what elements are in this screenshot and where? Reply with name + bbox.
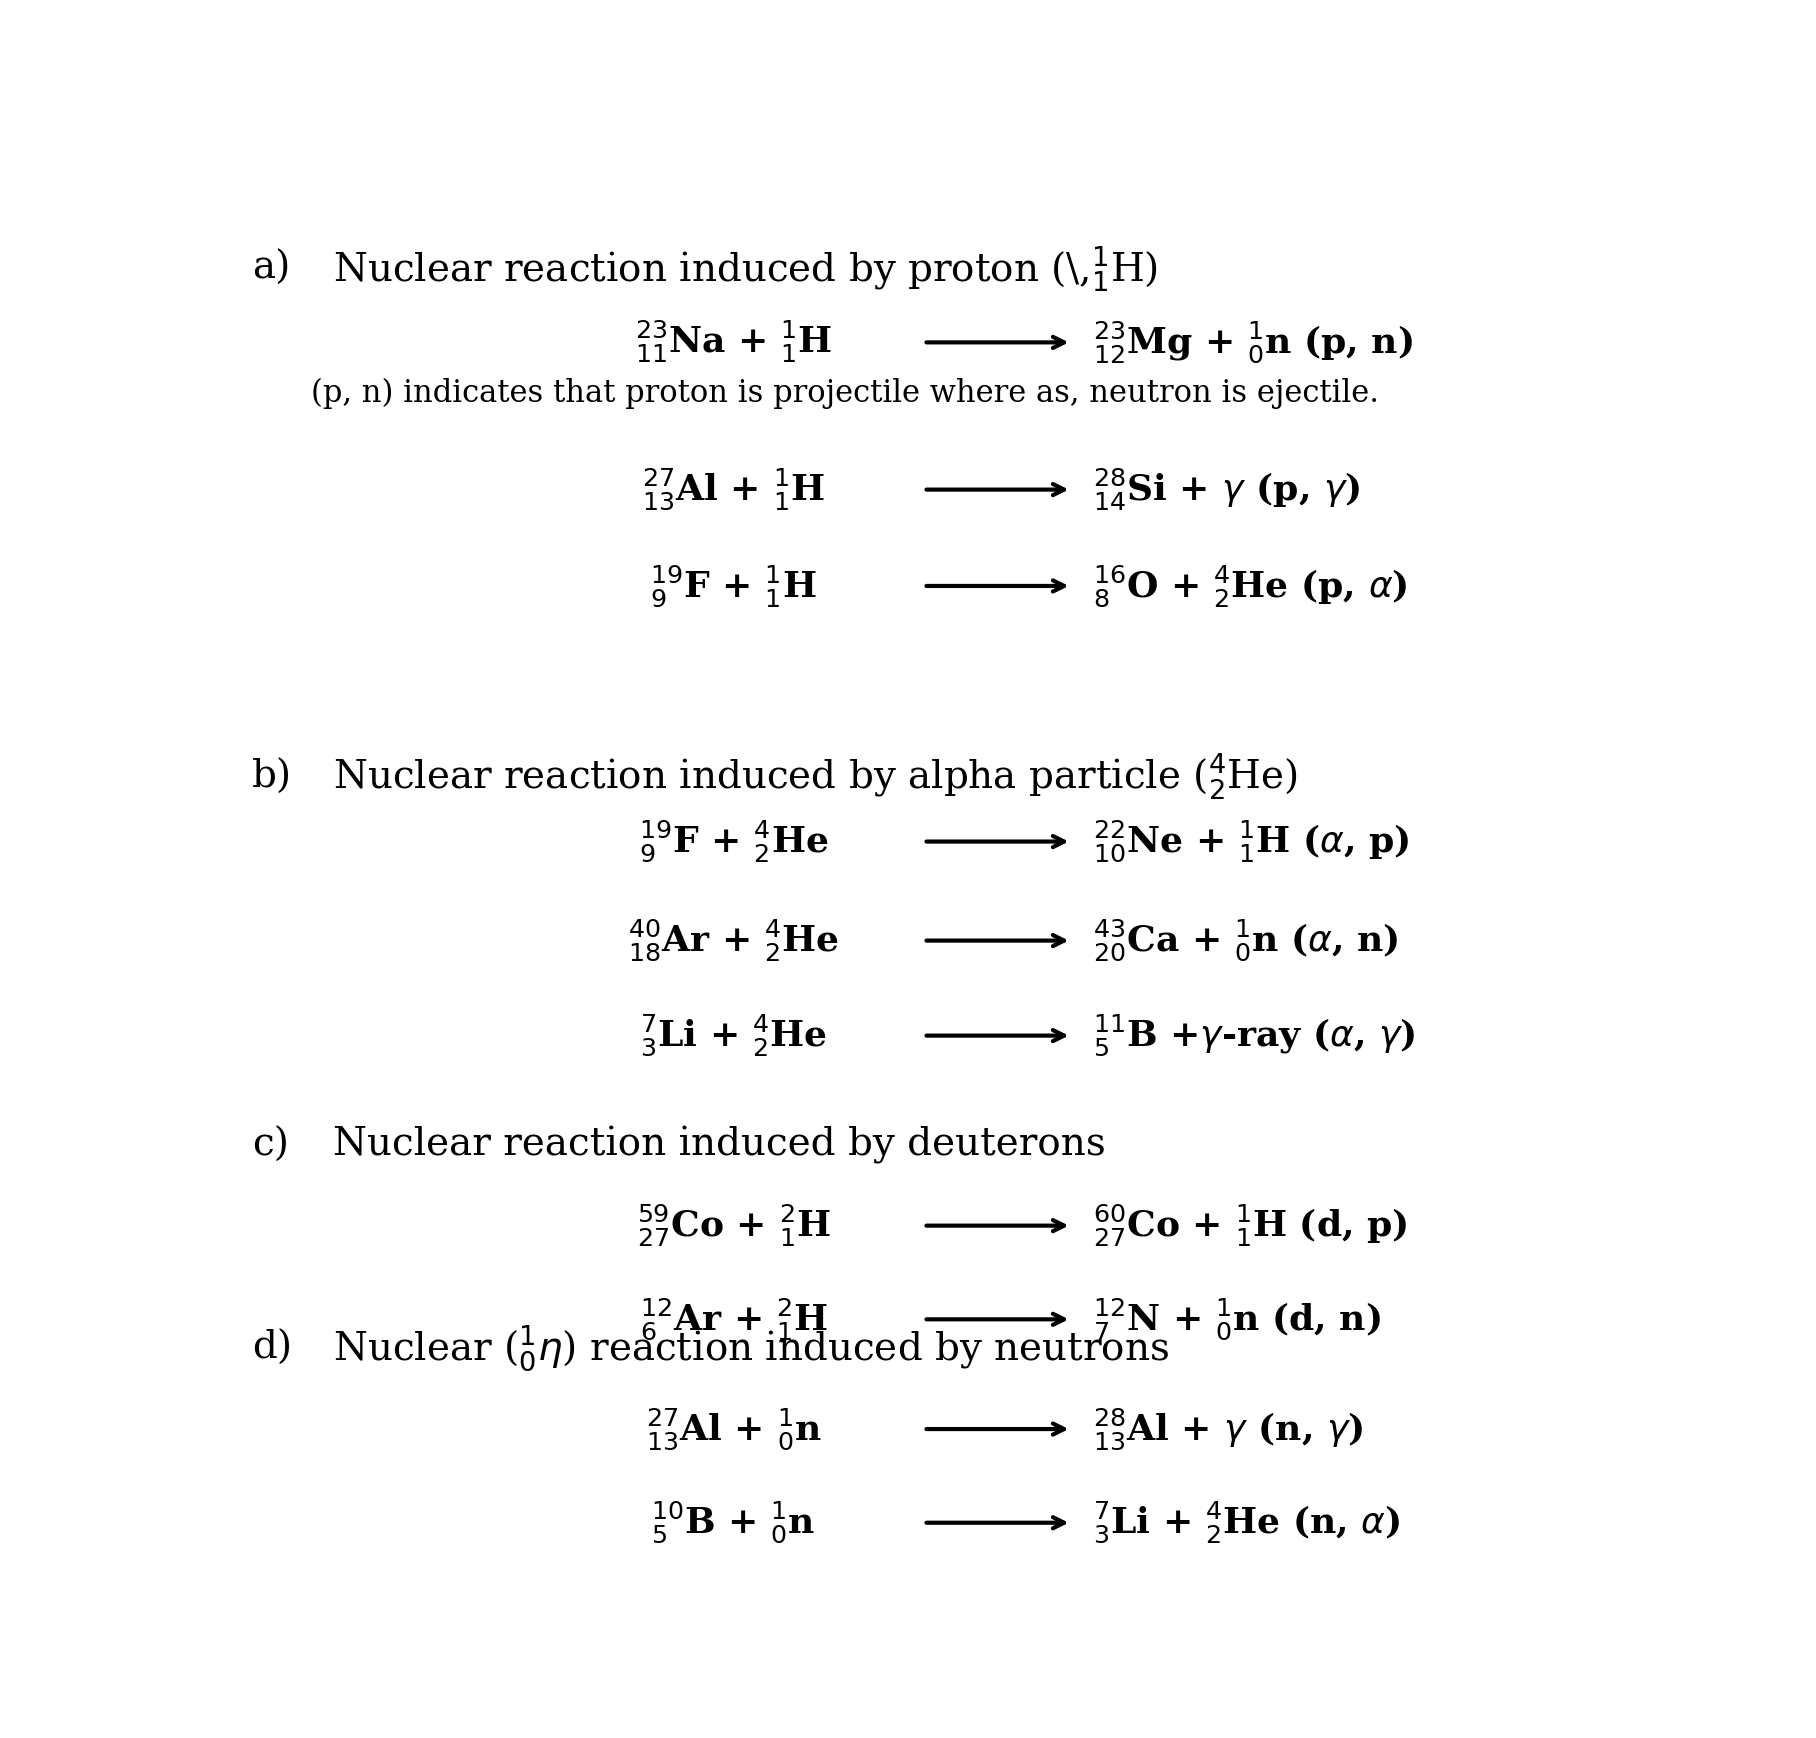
Text: $^{27}_{13}$Al + $^{1}_{0}$n: $^{27}_{13}$Al + $^{1}_{0}$n: [646, 1406, 821, 1451]
Text: Nuclear reaction induced by alpha particle ($^{4}_{2}$He): Nuclear reaction induced by alpha partic…: [332, 753, 1297, 803]
Text: b): b): [252, 760, 292, 796]
Text: $^{19}_{9}$F + $^{4}_{2}$He: $^{19}_{9}$F + $^{4}_{2}$He: [639, 819, 828, 864]
Text: $^{59}_{27}$Co + $^{2}_{1}$H: $^{59}_{27}$Co + $^{2}_{1}$H: [637, 1203, 830, 1248]
Text: c): c): [252, 1126, 289, 1164]
Text: $^{7}_{3}$Li + $^{4}_{2}$He (n, $\alpha$): $^{7}_{3}$Li + $^{4}_{2}$He (n, $\alpha$…: [1093, 1500, 1400, 1545]
Text: $^{12}_{6}$Ar + $^{2}_{1}$H: $^{12}_{6}$Ar + $^{2}_{1}$H: [639, 1297, 828, 1342]
Text: $^{60}_{27}$Co + $^{1}_{1}$H (d, p): $^{60}_{27}$Co + $^{1}_{1}$H (d, p): [1093, 1203, 1407, 1248]
Text: Nuclear reaction induced by proton (\,$^{1}_{1}$H): Nuclear reaction induced by proton (\,$^…: [332, 243, 1157, 294]
Text: Nuclear ($^{1}_{0}\eta$) reaction induced by neutrons: Nuclear ($^{1}_{0}\eta$) reaction induce…: [332, 1324, 1170, 1373]
Text: d): d): [252, 1330, 292, 1368]
Text: $^{11}_{5}$B +$\gamma$-ray ($\alpha$, $\gamma$): $^{11}_{5}$B +$\gamma$-ray ($\alpha$, $\…: [1093, 1013, 1415, 1058]
Text: $^{19}_{9}$F + $^{1}_{1}$H: $^{19}_{9}$F + $^{1}_{1}$H: [650, 563, 817, 608]
Text: $^{10}_{5}$B + $^{1}_{0}$n: $^{10}_{5}$B + $^{1}_{0}$n: [652, 1500, 815, 1545]
Text: $^{27}_{13}$Al + $^{1}_{1}$H: $^{27}_{13}$Al + $^{1}_{1}$H: [643, 468, 824, 513]
Text: $^{40}_{18}$Ar + $^{4}_{2}$He: $^{40}_{18}$Ar + $^{4}_{2}$He: [628, 918, 839, 963]
Text: $^{7}_{3}$Li + $^{4}_{2}$He: $^{7}_{3}$Li + $^{4}_{2}$He: [641, 1013, 826, 1058]
Text: $^{43}_{20}$Ca + $^{1}_{0}$n ($\alpha$, n): $^{43}_{20}$Ca + $^{1}_{0}$n ($\alpha$, …: [1093, 918, 1398, 963]
Text: $^{23}_{11}$Na + $^{1}_{1}$H: $^{23}_{11}$Na + $^{1}_{1}$H: [636, 320, 832, 365]
Text: Nuclear reaction induced by deuterons: Nuclear reaction induced by deuterons: [332, 1126, 1106, 1164]
Text: (p, n) indicates that proton is projectile where as, neutron is ejectile.: (p, n) indicates that proton is projecti…: [312, 377, 1380, 408]
Text: $^{28}_{13}$Al + $\gamma$ (n, $\gamma$): $^{28}_{13}$Al + $\gamma$ (n, $\gamma$): [1093, 1406, 1362, 1451]
Text: $^{12}_{7}$N + $^{1}_{0}$n (d, n): $^{12}_{7}$N + $^{1}_{0}$n (d, n): [1093, 1297, 1380, 1342]
Text: $^{23}_{12}$Mg + $^{1}_{0}$n (p, n): $^{23}_{12}$Mg + $^{1}_{0}$n (p, n): [1093, 320, 1413, 365]
Text: $^{22}_{10}$Ne + $^{1}_{1}$H ($\alpha$, p): $^{22}_{10}$Ne + $^{1}_{1}$H ($\alpha$, …: [1093, 819, 1409, 864]
Text: $^{28}_{14}$Si + $\gamma$ (p, $\gamma$): $^{28}_{14}$Si + $\gamma$ (p, $\gamma$): [1093, 466, 1360, 513]
Text: $^{16}_{8}$O + $^{4}_{2}$He (p, $\alpha$): $^{16}_{8}$O + $^{4}_{2}$He (p, $\alpha$…: [1093, 563, 1407, 608]
Text: a): a): [252, 250, 291, 287]
